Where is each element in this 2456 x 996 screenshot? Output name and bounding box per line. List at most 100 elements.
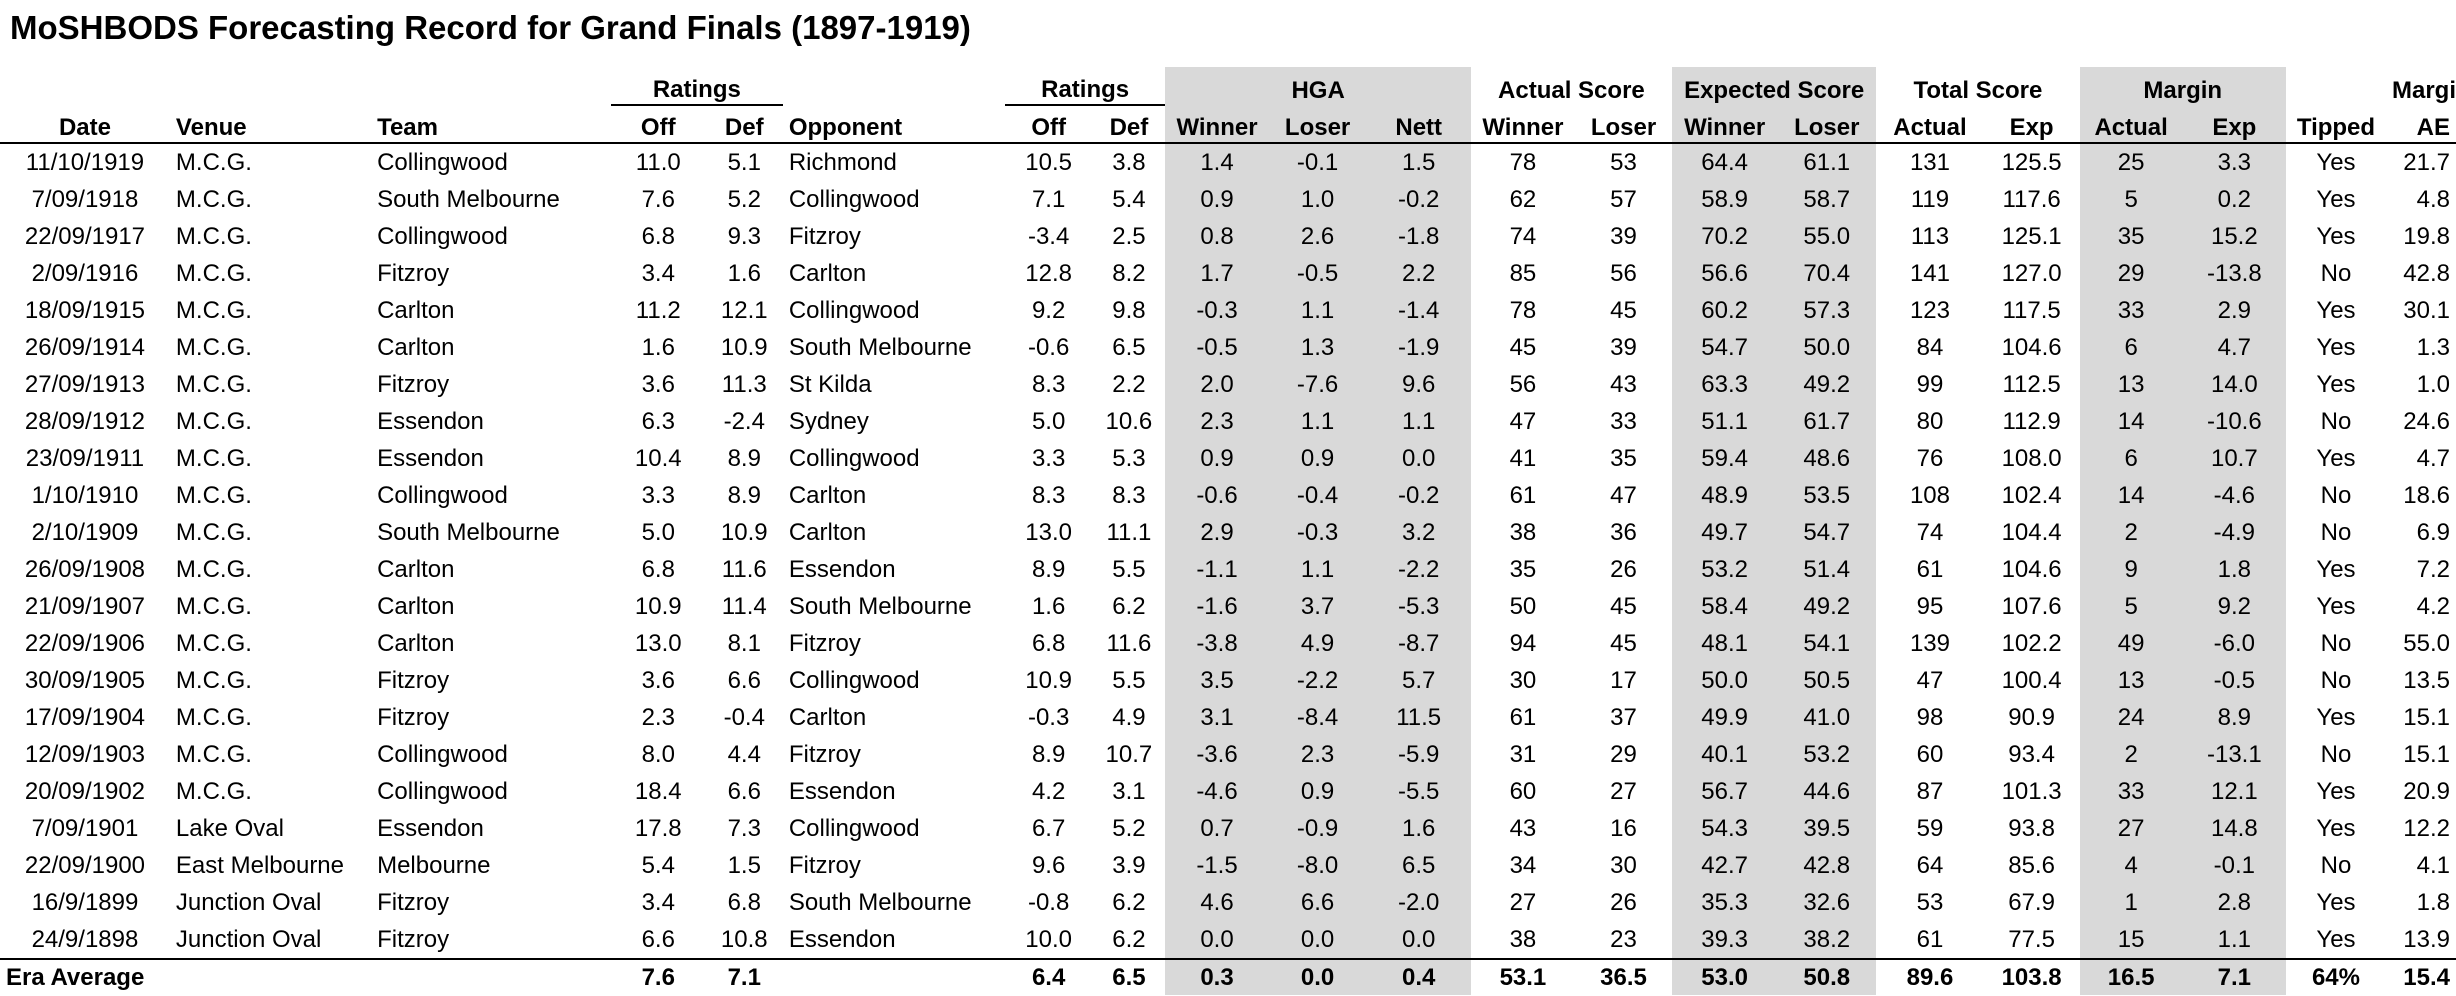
cell-margin-exp: -13.1: [2182, 736, 2286, 773]
cell-margin-ae: 1.8: [2416, 888, 2450, 916]
col-opp-def: Def: [1109, 114, 1149, 141]
cell-total-exp: 108.0: [2001, 444, 2062, 472]
col-tipped: Tipped: [2296, 114, 2376, 141]
cell-venue: M.C.G.: [175, 666, 252, 694]
cell-expected-loser: 41.0: [1777, 699, 1877, 736]
table-row: 28/09/1912 M.C.G. Essendon 6.3 -2.4 Sydney 5.0…: [0, 403, 2456, 440]
cell-margin-actual: 1: [2079, 884, 2183, 921]
cell-expected-loser: 50.5: [1777, 662, 1877, 699]
cell-margin-ae: 4.7: [2416, 444, 2450, 472]
cell-hga-loser: -8.0: [1268, 847, 1367, 884]
cell-margin-exp: 14.0: [2182, 366, 2286, 403]
cell-actual-winner: 94: [1509, 629, 1537, 657]
cell-margin-actual: 33: [2079, 292, 2183, 329]
cell-opponent: South Melbourne: [788, 888, 972, 916]
cell-opponent: South Melbourne: [788, 592, 972, 620]
cell-date: 11/10/1919: [0, 142, 170, 181]
cell-venue: M.C.G.: [175, 740, 252, 768]
cell-expected-loser: 53.2: [1777, 736, 1877, 773]
cell-tipped: No: [2320, 518, 2352, 546]
cell-actual-loser: 57: [1610, 185, 1637, 213]
cell-opponent: Carlton: [788, 481, 867, 509]
cell-total-exp: 107.6: [2001, 592, 2062, 620]
cell-hga-nett: -1.9: [1366, 329, 1471, 366]
cell-team-off: 6.8: [641, 555, 675, 583]
cell-margin-actual: 14: [2079, 403, 2183, 440]
cell-opponent: St Kilda: [788, 370, 872, 398]
cell-expected-loser: 50.0: [1777, 329, 1877, 366]
cell-margin-ae: 55.0: [2403, 629, 2450, 657]
cell-team: Carlton: [377, 333, 455, 361]
table-row: 22/09/1900 East Melbourne Melbourne 5.4 1.5 F…: [0, 847, 2456, 884]
cell-margin-ae: 1.0: [2416, 370, 2450, 398]
cell-margin-exp: 12.1: [2182, 773, 2286, 810]
cell-tipped: No: [2320, 407, 2352, 435]
cell-margin-exp: 1.8: [2182, 551, 2286, 588]
cell-hga-loser: 4.9: [1268, 625, 1367, 662]
cell-actual-loser: 36: [1610, 518, 1637, 546]
cell-margin-exp: 0.2: [2182, 181, 2286, 218]
cell-team-def: 10.9: [720, 518, 768, 546]
col-opp-off: Off: [1031, 114, 1066, 141]
col-venue: Venue: [169, 105, 372, 144]
cell-opp-off: 3.3: [1031, 444, 1066, 472]
cell-actual-winner: 45: [1509, 333, 1537, 361]
cell-margin-ae: 15.1: [2403, 703, 2450, 731]
cell-tipped: No: [2320, 740, 2352, 768]
cell-total-exp: 85.6: [2008, 851, 2055, 879]
cell-actual-loser: 30: [1610, 851, 1637, 879]
cell-margin-actual: 49: [2079, 625, 2183, 662]
cell-margin-ae: 24.6: [2403, 407, 2450, 435]
cell-opp-off: 4.2: [1031, 777, 1066, 805]
cell-expected-loser: 38.2: [1777, 921, 1877, 959]
cell-venue: M.C.G.: [175, 481, 252, 509]
cell-actual-loser: 53: [1575, 142, 1672, 181]
cell-total-actual: 98: [1916, 703, 1944, 731]
cell-actual-loser: 47: [1610, 481, 1637, 509]
cell-venue: M.C.G.: [175, 777, 252, 805]
cell-actual-winner: 27: [1509, 888, 1537, 916]
cell-total-exp: 104.4: [2001, 518, 2062, 546]
cell-expected-winner: 70.2: [1671, 218, 1778, 255]
cell-tipped: Yes: [2316, 925, 2356, 953]
avg-venue: [169, 958, 372, 995]
cell-hga-winner: 0.0: [1165, 921, 1269, 959]
cell-hga-winner: 3.5: [1165, 662, 1269, 699]
group-margin-ae: Margin: [2392, 77, 2456, 104]
avg-opp-def: 6.5: [1092, 958, 1166, 995]
cell-team-def: 5.2: [727, 185, 761, 213]
cell-actual-winner: 85: [1509, 259, 1537, 287]
cell-actual-winner: 34: [1509, 851, 1537, 879]
cell-actual-loser: 16: [1610, 814, 1637, 842]
avg-actual-loser: 36.5: [1575, 958, 1672, 995]
cell-expected-loser: 61.7: [1777, 403, 1877, 440]
cell-margin-actual: 24: [2079, 699, 2183, 736]
cell-team-def: 11.6: [721, 555, 767, 583]
grand-finals-table: Ratings Ratings HGA Actual Score Expecte…: [0, 67, 2456, 995]
group-margin: Margin: [2079, 67, 2286, 105]
cell-opp-off: 8.9: [1031, 740, 1066, 768]
cell-total-actual: 61: [1916, 925, 1944, 953]
cell-margin-ae: 4.8: [2416, 185, 2450, 213]
cell-hga-loser: 2.3: [1268, 736, 1367, 773]
cell-hga-loser: 1.1: [1268, 403, 1367, 440]
cell-opp-def: 8.3: [1112, 481, 1146, 509]
avg-opp-off: 6.4: [1004, 958, 1093, 995]
cell-team: Fitzroy: [377, 888, 450, 916]
cell-actual-winner: 38: [1509, 925, 1537, 953]
cell-date: 7/09/1918: [31, 185, 139, 213]
cell-team: Essendon: [377, 814, 484, 842]
cell-team: Collingwood: [377, 777, 508, 805]
cell-margin-ae: 6.9: [2416, 518, 2450, 546]
cell-team-def: -2.4: [723, 407, 765, 435]
table-row: 22/09/1917 M.C.G. Collingwood 6.8 9.3 Fitzroy…: [0, 218, 2456, 255]
cell-opp-off: 8.3: [1031, 481, 1066, 509]
cell-date: 26/09/1914: [24, 333, 146, 361]
cell-margin-actual: 2: [2079, 514, 2183, 551]
cell-team-def: -0.4: [723, 703, 765, 731]
cell-expected-winner: 49.9: [1671, 699, 1778, 736]
cell-team-off: 2.3: [641, 703, 675, 731]
cell-hga-winner: -3.8: [1165, 625, 1269, 662]
group-ratings-team: Ratings: [610, 67, 783, 106]
